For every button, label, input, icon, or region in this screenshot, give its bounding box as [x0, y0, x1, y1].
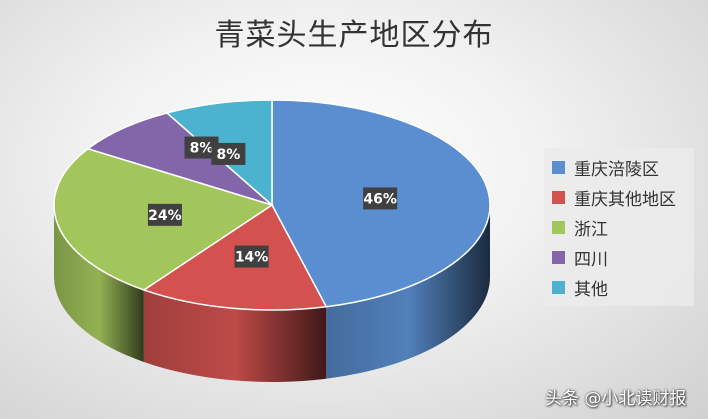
chart-title: 青菜头生产地区分布 [214, 18, 494, 53]
data-label-box-4 [211, 142, 246, 165]
legend-item-2: 浙江 [552, 214, 608, 240]
legend-label: 四川 [574, 249, 608, 270]
legend-swatch [552, 160, 565, 174]
data-label-box-1 [234, 245, 269, 268]
pie-slice-3 [86, 112, 273, 206]
legend-swatch [552, 190, 565, 204]
legend-item-4: 其他 [552, 274, 608, 300]
legend-swatch [552, 280, 565, 294]
legend-swatch [552, 250, 565, 264]
data-label-box-3 [184, 136, 219, 159]
data-label-2: 24% [148, 208, 182, 224]
data-label-3: 8% [190, 141, 214, 157]
legend-swatch [552, 220, 565, 234]
legend-label: 重庆其他地区 [574, 189, 676, 210]
legend-label: 其他 [574, 279, 608, 300]
legend-item-3: 四川 [552, 244, 608, 270]
data-label-box-0 [363, 187, 398, 210]
legend-label: 重庆涪陵区 [574, 159, 659, 180]
watermark: 头条 @小北读财报 [545, 389, 687, 409]
pie-side-0 [326, 205, 490, 379]
data-label-0: 46% [363, 191, 397, 207]
legend: 重庆涪陵区重庆其他地区 浙江四川其他 [544, 148, 694, 306]
pie-side-2 [54, 205, 144, 362]
legend-label: 浙江 [574, 219, 608, 240]
legend-item-0: 重庆涪陵区 [552, 154, 659, 180]
data-label-box-2 [147, 203, 182, 226]
data-label-1: 14% [235, 250, 269, 266]
legend-item-1: 重庆其他地区 [552, 184, 676, 210]
pie-side-1 [143, 289, 327, 383]
data-label-4: 8% [216, 147, 240, 163]
